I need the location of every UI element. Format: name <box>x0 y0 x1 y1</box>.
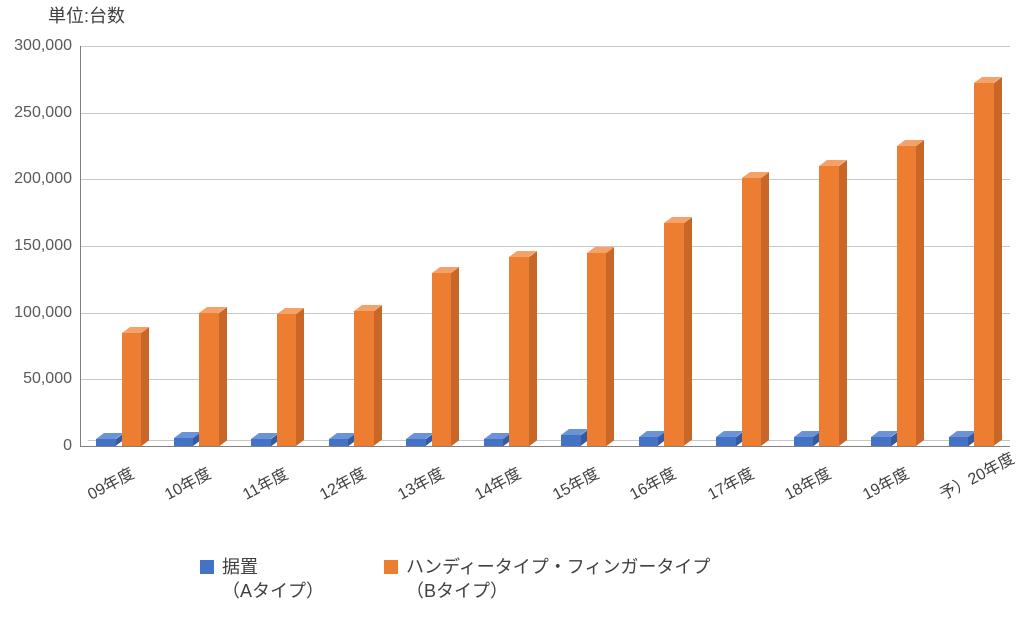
legend-swatch-a <box>200 560 214 574</box>
x-category-label: 11年度 <box>237 461 291 505</box>
legend: 据置 （Aタイプ） ハンディータイプ・フィンガータイプ （Bタイプ） <box>200 555 710 604</box>
bar-b_type-9 <box>819 160 846 446</box>
y-axis-line <box>80 46 81 446</box>
y-tick-label: 250,000 <box>2 104 72 122</box>
bar-b_type-1 <box>199 307 226 446</box>
x-category-label: 19年度 <box>857 460 912 505</box>
bar-a_type-2 <box>251 433 278 446</box>
x-category-label: 12年度 <box>315 460 370 505</box>
bar-b_type-8 <box>742 172 769 446</box>
legend-label-b-line2: （Bタイプ） <box>406 579 710 603</box>
gridline <box>80 46 1010 47</box>
legend-label-a-line1: 据置 <box>222 555 324 579</box>
gridline <box>80 446 1010 447</box>
y-tick-label: 200,000 <box>2 170 72 188</box>
unit-label: 単位:台数 <box>48 2 125 28</box>
x-category-label: 09年度 <box>82 460 137 505</box>
gridline <box>80 113 1010 114</box>
bar-b_type-5 <box>509 251 536 446</box>
legend-label-a-line2: （Aタイプ） <box>222 579 324 603</box>
x-category-label: 16年度 <box>625 460 680 505</box>
bar-a_type-5 <box>484 433 511 446</box>
bar-a_type-8 <box>716 431 743 446</box>
y-tick-label: 50,000 <box>2 370 72 388</box>
bar-a_type-4 <box>406 433 433 446</box>
gridline <box>80 246 1010 247</box>
plot-area <box>80 46 1010 454</box>
x-category-label: 10年度 <box>160 460 215 505</box>
bar-chart-3d: 単位:台数 0 50,000 100,000 150,000 200,000 250,00… <box>0 0 1024 636</box>
x-category-label: 14年度 <box>470 460 525 505</box>
bar-b_type-4 <box>432 267 459 446</box>
bar-a_type-7 <box>639 431 666 446</box>
y-tick-label: 100,000 <box>2 304 72 322</box>
bar-b_type-3 <box>354 305 381 446</box>
bar-b_type-6 <box>587 247 614 446</box>
bar-b_type-2 <box>277 308 304 446</box>
x-category-label: 17年度 <box>702 460 757 505</box>
bar-b_type-7 <box>664 217 691 446</box>
bar-a_type-3 <box>329 433 356 446</box>
legend-label-b-line1: ハンディータイプ・フィンガータイプ <box>406 555 710 579</box>
gridline <box>80 179 1010 180</box>
x-category-label: 18年度 <box>780 460 835 505</box>
x-category-label: 13年度 <box>392 460 447 505</box>
y-tick-label: 0 <box>2 437 72 455</box>
bar-a_type-0 <box>96 433 123 446</box>
bar-a_type-9 <box>794 431 821 446</box>
bar-b_type-11 <box>974 77 1001 446</box>
y-tick-label: 300,000 <box>2 37 72 55</box>
bar-a_type-10 <box>871 431 898 446</box>
legend-entry-b-type: ハンディータイプ・フィンガータイプ （Bタイプ） <box>384 555 710 604</box>
bar-b_type-0 <box>122 327 149 446</box>
bar-b_type-10 <box>897 140 924 446</box>
legend-entry-a-type: 据置 （Aタイプ） <box>200 555 324 604</box>
bar-a_type-11 <box>949 431 976 446</box>
x-category-label: 15年度 <box>547 460 602 505</box>
y-tick-label: 150,000 <box>2 237 72 255</box>
legend-swatch-b <box>384 560 398 574</box>
bar-a_type-1 <box>174 432 201 446</box>
bar-a_type-6 <box>561 429 588 446</box>
